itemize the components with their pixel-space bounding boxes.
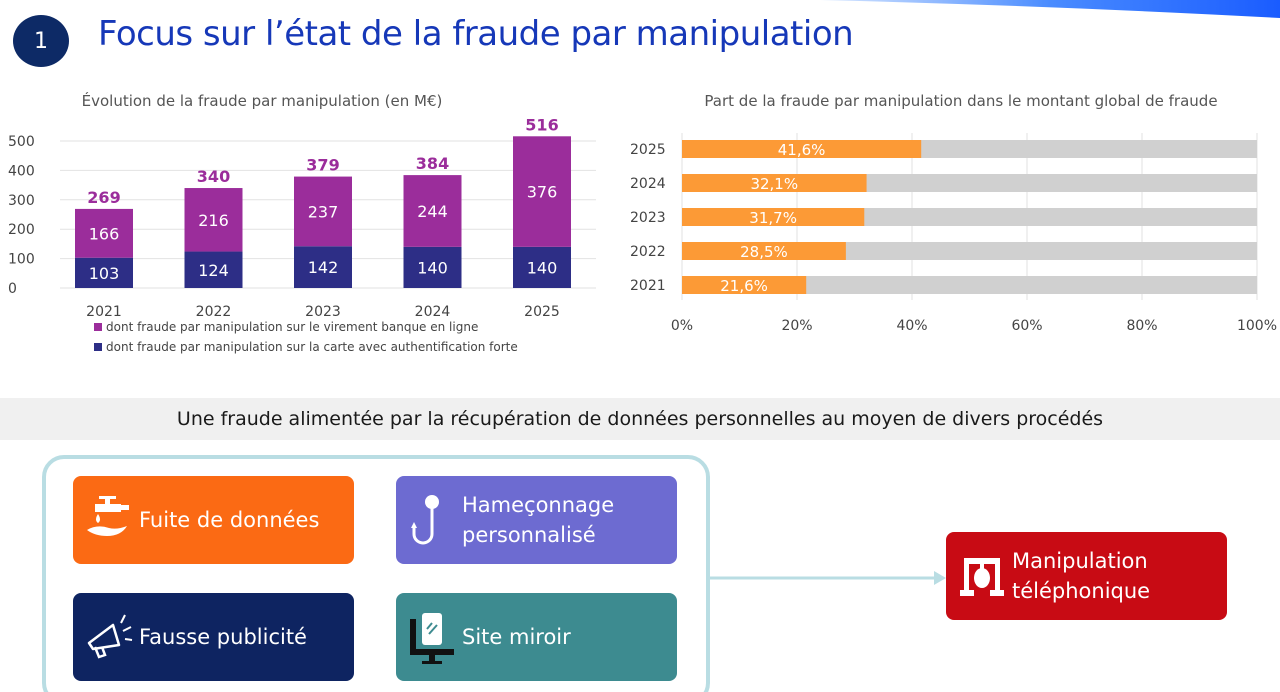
tile-manipulation-telephonique: Manipulation téléphonique	[946, 532, 1227, 620]
x-tick-label: 2023	[305, 304, 341, 320]
legend-swatch	[94, 343, 102, 351]
tile-label: Site miroir	[462, 625, 571, 649]
procedures-group-frame	[42, 455, 710, 692]
bar-carte	[184, 251, 243, 288]
fishing-hook-icon	[411, 495, 439, 545]
total-label: 269	[87, 188, 120, 207]
bar-share	[682, 242, 846, 260]
bar-carte	[403, 246, 462, 288]
bar-remainder	[682, 208, 1257, 226]
y-tick-label: 300	[8, 193, 35, 209]
total-label: 384	[416, 154, 449, 173]
bar-share	[682, 174, 867, 192]
y-tick-label: 500	[8, 134, 35, 150]
bar-value-label: 142	[308, 258, 339, 277]
bar-share	[682, 276, 807, 294]
x-tick-label: 2022	[196, 304, 232, 320]
bar-value-label: 166	[89, 224, 120, 243]
total-label: 340	[197, 167, 230, 186]
bar-virement	[513, 136, 571, 247]
page-title: Focus sur l’état de la fraude par manipu…	[98, 14, 854, 54]
tile-label: Fuite de données	[139, 508, 320, 532]
bar-remainder	[682, 174, 1257, 192]
bar-value-label: 140	[527, 258, 558, 277]
x-tick-label: 2021	[86, 304, 122, 320]
y-tick-label: 2023	[630, 210, 666, 226]
tile-hameconnage-personnalise: Hameçonnage personnalisé	[396, 476, 677, 564]
bar-value-label: 244	[417, 202, 448, 221]
bar-virement	[294, 176, 352, 247]
chart-title: Évolution de la fraude par manipulation …	[82, 91, 443, 110]
legend-swatch	[94, 323, 102, 331]
bar-virement	[403, 175, 462, 247]
water-tap-icon	[87, 496, 129, 536]
bar-value-label: 376	[527, 183, 558, 202]
legend-label: dont fraude par manipulation sur la cart…	[106, 340, 518, 354]
legend-label: dont fraude par manipulation sur le vire…	[106, 320, 478, 334]
bar-value-label: 28,5%	[740, 243, 788, 261]
x-tick-label: 60%	[1011, 318, 1042, 334]
x-tick-label: 2024	[415, 304, 451, 320]
bar-value-label: 21,6%	[720, 277, 768, 295]
bar-value-label: 124	[198, 261, 229, 280]
x-tick-label: 20%	[781, 318, 812, 334]
y-tick-label: 2024	[630, 176, 666, 192]
tile-label: Fausse publicité	[139, 625, 307, 649]
bar-value-label: 103	[89, 264, 120, 283]
tile-fausse-publicite: Fausse publicité	[73, 593, 354, 681]
phone-screen-icon	[410, 613, 454, 664]
bar-carte	[513, 246, 571, 288]
bar-carte	[294, 246, 352, 288]
bar-value-label: 140	[417, 258, 448, 277]
y-tick-label: 2025	[630, 142, 666, 158]
bar-carte	[75, 257, 133, 288]
y-tick-label: 2021	[630, 278, 666, 294]
x-tick-label: 0%	[671, 318, 693, 334]
total-label: 516	[525, 115, 558, 134]
x-tick-label: 100%	[1237, 318, 1277, 334]
y-tick-label: 100	[8, 252, 35, 268]
stacked-bar-chart: Évolution de la fraude par manipulation …	[8, 91, 596, 354]
telephone-icon	[960, 558, 1004, 596]
bar-remainder	[682, 140, 1257, 158]
bar-value-label: 216	[198, 211, 229, 230]
bar-value-label: 237	[308, 202, 339, 221]
x-tick-label: 80%	[1126, 318, 1157, 334]
tile-fuite-de-donnees: Fuite de données	[73, 476, 354, 564]
bar-share	[682, 208, 865, 226]
y-tick-label: 2022	[630, 244, 666, 260]
procedures-banner: Une fraude alimentée par la récupération…	[0, 398, 1280, 440]
tile-site-miroir: Site miroir	[396, 593, 677, 681]
x-tick-label: 2025	[524, 304, 560, 320]
connector-arrow	[710, 571, 946, 585]
y-tick-label: 200	[8, 222, 35, 238]
bar-remainder	[682, 276, 1257, 294]
tile-label: Manipulation téléphonique	[1012, 549, 1151, 603]
section-number-badge: 1	[13, 15, 69, 67]
bar-remainder	[682, 242, 1257, 260]
bar-value-label: 32,1%	[750, 175, 798, 193]
total-label: 379	[306, 156, 339, 175]
chart-title: Part de la fraude par manipulation dans …	[704, 92, 1217, 110]
bar-virement	[75, 208, 133, 258]
header-accent-stripe	[820, 0, 1280, 18]
bar-share	[682, 140, 922, 158]
tile-label: Hameçonnage personnalisé	[462, 493, 615, 547]
megaphone-icon	[87, 614, 133, 659]
bar-value-label: 41,6%	[778, 141, 826, 159]
bar-virement	[184, 188, 243, 252]
x-tick-label: 40%	[896, 318, 927, 334]
bar-value-label: 31,7%	[749, 209, 797, 227]
y-tick-label: 400	[8, 163, 35, 179]
y-tick-label: 0	[8, 281, 17, 297]
